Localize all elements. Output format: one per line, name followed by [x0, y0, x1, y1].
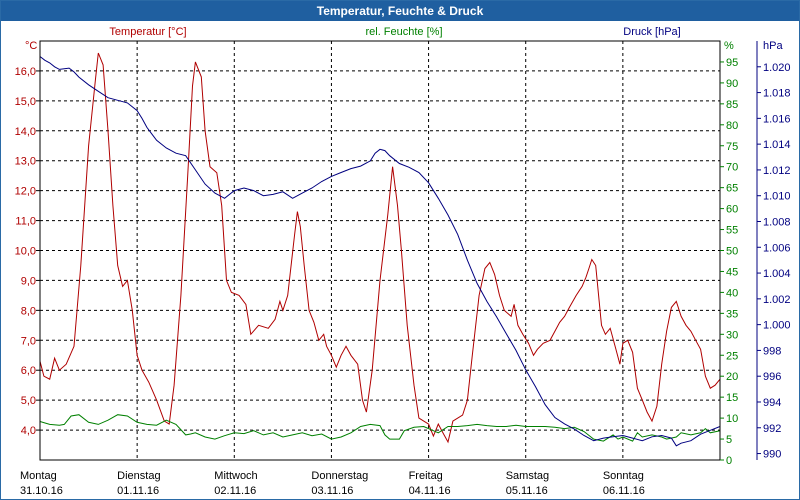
temp-tick-label: 9,0	[21, 275, 36, 287]
day-date-label: 31.10.16	[20, 485, 63, 497]
temp-tick-label: 12,0	[15, 186, 36, 198]
mid-axis-unit: %	[724, 40, 734, 52]
pressure-tick-label: 992	[763, 423, 781, 435]
pressure-tick-label: 1.012	[763, 165, 791, 177]
humidity-tick-label: 55	[726, 225, 738, 237]
right-axis-unit: hPa	[763, 40, 783, 52]
humidity-tick-label: 75	[726, 141, 738, 153]
humidity-tick-label: 70	[726, 162, 738, 174]
legend-humidity: rel. Feuchte [%]	[365, 26, 442, 38]
day-date-label: 06.11.16	[603, 485, 645, 497]
axis-layer: Montag31.10.16Dienstag01.11.16Mittwoch02…	[15, 41, 791, 497]
temp-tick-label: 7,0	[21, 335, 36, 347]
humidity-tick-label: 0	[726, 455, 732, 467]
legend-temperature: Temperatur [°C]	[109, 26, 186, 38]
pressure-tick-label: 1.006	[763, 242, 791, 254]
temp-tick-label: 10,0	[15, 246, 36, 258]
humidity-tick-label: 85	[726, 99, 738, 111]
pressure-tick-label: 998	[763, 345, 781, 357]
pressure-tick-label: 1.002	[763, 294, 791, 306]
pressure-tick-label: 1.000	[763, 320, 791, 332]
pressure-tick-label: 994	[763, 397, 781, 409]
chart-title: Temperatur, Feuchte & Druck	[1, 1, 799, 21]
pressure-tick-label: 1.004	[763, 268, 791, 280]
temp-tick-label: 13,0	[15, 156, 36, 168]
humidity-tick-label: 95	[726, 57, 738, 69]
day-name-label: Donnerstag	[311, 470, 368, 482]
temperature-line	[39, 52, 721, 444]
temp-tick-label: 5,0	[21, 395, 36, 407]
humidity-line	[39, 414, 721, 442]
humidity-tick-label: 20	[726, 371, 738, 383]
humidity-tick-label: 65	[726, 183, 738, 195]
pressure-tick-label: 1.020	[763, 62, 791, 74]
day-name-label: Samstag	[506, 470, 549, 482]
humidity-tick-label: 5	[726, 434, 732, 446]
humidity-tick-label: 45	[726, 266, 738, 278]
pressure-tick-label: 1.018	[763, 88, 791, 100]
temp-tick-label: 4,0	[21, 425, 36, 437]
pressure-line	[39, 56, 721, 447]
humidity-tick-label: 80	[726, 120, 738, 132]
day-name-label: Dienstag	[117, 470, 160, 482]
day-name-label: Mittwoch	[214, 470, 257, 482]
day-date-label: 02.11.16	[214, 485, 256, 497]
humidity-tick-label: 25	[726, 350, 738, 362]
legend-pressure: Druck [hPa]	[623, 26, 680, 38]
day-name-label: Sonntag	[603, 470, 644, 482]
pressure-tick-label: 1.014	[763, 139, 791, 151]
humidity-tick-label: 15	[726, 392, 738, 404]
humidity-tick-label: 10	[726, 413, 738, 425]
pressure-tick-label: 990	[763, 449, 781, 461]
pressure-tick-label: 1.008	[763, 216, 791, 228]
pressure-tick-label: 1.010	[763, 191, 791, 203]
grid-layer	[40, 41, 720, 460]
temp-tick-label: 15,0	[15, 96, 36, 108]
humidity-tick-label: 40	[726, 287, 738, 299]
pressure-tick-label: 996	[763, 371, 781, 383]
temp-tick-label: 8,0	[21, 305, 36, 317]
temp-tick-label: 6,0	[21, 365, 36, 377]
day-name-label: Montag	[20, 470, 57, 482]
day-date-label: 01.11.16	[117, 485, 159, 497]
humidity-tick-label: 50	[726, 246, 738, 258]
temp-tick-label: 16,0	[15, 66, 36, 78]
pressure-tick-label: 1.016	[763, 113, 791, 125]
humidity-tick-label: 30	[726, 329, 738, 341]
day-date-label: 03.11.16	[311, 485, 353, 497]
humidity-tick-label: 35	[726, 308, 738, 320]
left-axis-unit: °C	[25, 40, 37, 52]
humidity-tick-label: 90	[726, 78, 738, 90]
day-name-label: Freitag	[409, 470, 443, 482]
series-layer	[39, 52, 721, 447]
day-date-label: 04.11.16	[409, 485, 451, 497]
temp-tick-label: 11,0	[15, 216, 36, 228]
temp-tick-label: 14,0	[15, 126, 36, 138]
day-date-label: 05.11.16	[506, 485, 548, 497]
humidity-tick-label: 60	[726, 204, 738, 216]
